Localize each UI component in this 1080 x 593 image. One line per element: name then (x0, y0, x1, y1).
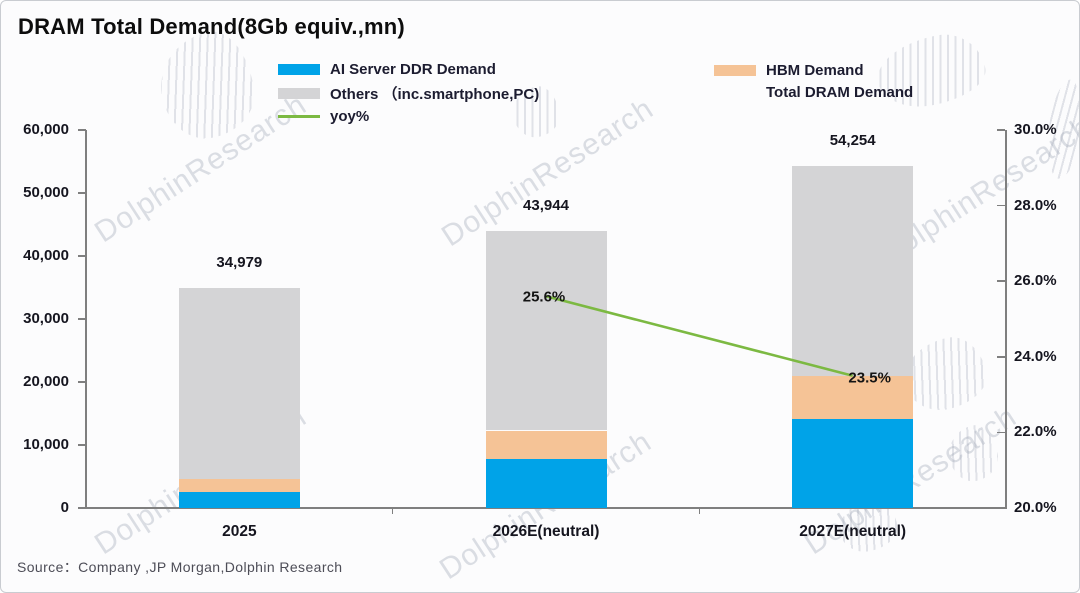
y-axis-left-tick (78, 129, 86, 131)
bar-segment-hbm-demand (178, 479, 300, 493)
y-axis-right-tick-label: 22.0% (1014, 423, 1057, 441)
yoy-point-label: 23.5% (848, 369, 891, 387)
y-axis-left-tick-label: 30,000 (23, 310, 69, 327)
y-axis-left-tick-label: 20,000 (23, 373, 69, 390)
legend-label: AI Server DDR Demand (330, 60, 496, 78)
bar-segment-others-inc-smartphone-pc (792, 166, 914, 377)
legend-label: yoy% (330, 107, 370, 125)
y-axis-right-tick-label: 24.0% (1014, 347, 1057, 365)
page-title: DRAM Total Demand(8Gb equiv.,mn) (18, 14, 405, 39)
legend-item-total-dram-demand: Total DRAM Demand (714, 83, 914, 101)
legend-swatch-ai-server-ddr-demand (278, 63, 320, 75)
legend-label: Total DRAM Demand (766, 83, 914, 101)
y-axis-left-tick (78, 444, 86, 446)
bar-total-label: 34,979 (216, 253, 263, 271)
x-axis-category-label: 2025 (222, 523, 257, 540)
y-axis-left-tick-label: 60,000 (23, 121, 69, 138)
yoy-point-label: 25.6% (522, 288, 566, 306)
y-axis-left-tick-label: 50,000 (23, 184, 69, 201)
x-axis-category-label: 2026E(neutral) (492, 523, 600, 540)
y-axis-left-tick-label: 40,000 (23, 247, 69, 264)
legend-label: Others （inc.smartphone,PC) (330, 85, 540, 103)
y-axis-left-tick (78, 507, 86, 509)
bar-total-label: 54,254 (829, 132, 876, 150)
legend-item-ai-server-ddr-demand: AI Server DDR Demand (278, 60, 496, 78)
legend-swatch-hbm-demand (714, 64, 756, 76)
yoy-line (545, 295, 854, 377)
y-axis-right-tick-label: 20.0% (1014, 499, 1057, 516)
legend-swatch-others-inc-smartphone-pc (278, 87, 320, 99)
x-axis-category-label: 2027E(neutral) (799, 523, 907, 540)
y-axis-left-tick (78, 255, 86, 257)
legend-label: HBM Demand (766, 61, 864, 79)
legend-item-yoy: yoy% (278, 107, 370, 125)
legend-item-others-inc-smartphone-pc: Others （inc.smartphone,PC) (278, 85, 540, 103)
bar-segment-ai-server-ddr-demand (178, 492, 300, 508)
y-axis-right-tick (997, 507, 1005, 509)
bar-total-label: 43,944 (523, 197, 569, 215)
bar-segment-hbm-demand (792, 376, 914, 419)
bar-segment-others-inc-smartphone-pc (485, 231, 607, 431)
y-axis-right-line (1005, 130, 1007, 509)
bar-segment-ai-server-ddr-demand (485, 458, 607, 508)
bar-segment-ai-server-ddr-demand (792, 418, 914, 508)
y-axis-right-tick (997, 431, 1005, 434)
y-axis-right-tick-label: 26.0% (1014, 272, 1057, 290)
y-axis-right-tick-label: 28.0% (1014, 196, 1057, 214)
y-axis-right-tick-label: 30.0% (1014, 121, 1057, 138)
y-axis-right-tick (997, 129, 1005, 131)
legend-swatch-yoy (278, 114, 320, 118)
y-axis-right-tick (997, 356, 1005, 358)
source-note: Source：Company ,JP Morgan,Dolphin Resear… (17, 559, 343, 575)
bar-segment-hbm-demand (485, 430, 607, 459)
y-axis-right-tick (997, 280, 1005, 282)
y-axis-left-tick (78, 318, 86, 320)
x-axis-tick (698, 508, 701, 514)
y-axis-left-tick-label: 0 (60, 499, 69, 516)
y-axis-right-tick (997, 204, 1005, 207)
bar-segment-others-inc-smartphone-pc (178, 287, 300, 479)
y-axis-left-tick (78, 192, 86, 194)
y-axis-left-tick-label: 10,000 (23, 436, 69, 453)
y-axis-left-tick (78, 381, 86, 383)
legend-item-hbm-demand: HBM Demand (714, 61, 864, 79)
x-axis-tick (391, 508, 394, 514)
